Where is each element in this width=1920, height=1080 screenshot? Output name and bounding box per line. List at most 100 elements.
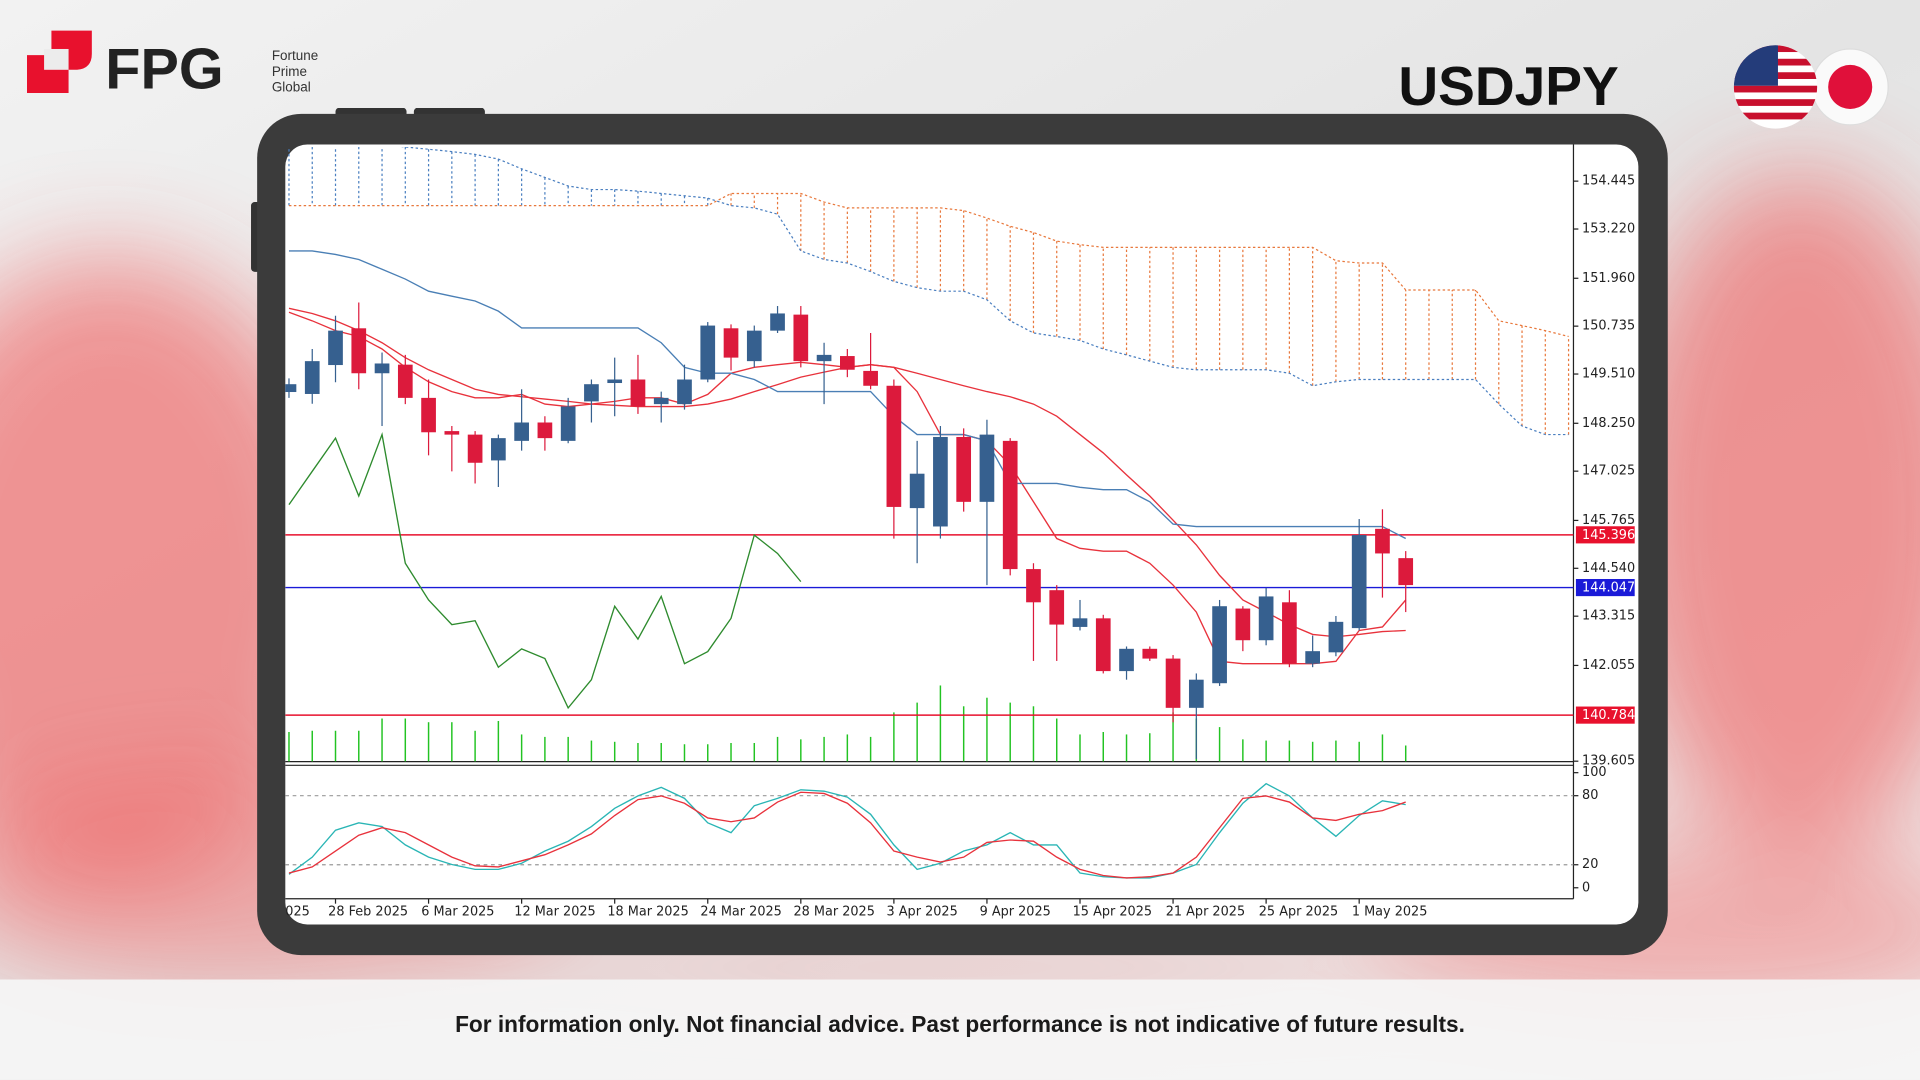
y-tick-label: 148.250 — [1582, 416, 1635, 431]
y-tick-label: 143.315 — [1582, 609, 1635, 624]
candle-body — [793, 314, 809, 362]
logo-sub: Prime — [272, 64, 307, 79]
y-tick-label: 80 — [1582, 788, 1598, 803]
stochastic-pane — [285, 782, 1574, 879]
y-tick-label: 145.765 — [1582, 513, 1635, 528]
x-tick-label: 28 Feb 2025 — [328, 905, 408, 920]
candle-body — [746, 330, 762, 362]
candle-body — [1072, 618, 1088, 627]
span-a-line — [399, 146, 1569, 436]
candle-body — [677, 379, 692, 405]
candle-body — [630, 379, 646, 407]
price-tag-label: 145.396 — [1582, 528, 1635, 543]
candle-body — [1305, 651, 1320, 664]
y-tick-label: 150.735 — [1582, 319, 1635, 334]
candle-body — [560, 406, 576, 441]
flag-japan — [1811, 48, 1889, 126]
candle-body — [723, 328, 739, 358]
y-tick-label: 139.605 — [1582, 754, 1635, 769]
candle-body — [421, 397, 436, 433]
stochastic-line — [288, 782, 1406, 879]
candle-body — [491, 438, 506, 461]
y-tick-label: 0 — [1582, 880, 1590, 895]
x-tick-label: 24 Mar 2025 — [700, 905, 781, 920]
price-tag — [1575, 706, 1635, 724]
candle-body — [1002, 440, 1018, 570]
candle-body — [584, 384, 599, 402]
candle-body — [397, 364, 413, 398]
y-tick-label: 154.445 — [1582, 174, 1635, 189]
candle-body — [886, 385, 902, 507]
candle-body — [328, 330, 343, 366]
candle-body — [700, 325, 716, 380]
candle-body — [1328, 621, 1344, 653]
y-tick-label: 144.540 — [1582, 561, 1635, 576]
x-tick-label: 6 Mar 2025 — [421, 905, 494, 920]
x-tick-label: 18 Mar 2025 — [607, 905, 688, 920]
candle-body — [863, 370, 878, 386]
y-tick-label: 153.220 — [1582, 222, 1635, 237]
candle-body — [1188, 679, 1204, 708]
candle-body — [1235, 608, 1251, 641]
candle-body — [1095, 618, 1111, 672]
logo-cutout — [44, 48, 69, 70]
stochastic-line — [288, 791, 1406, 879]
candle-body — [1398, 558, 1414, 586]
footer-band — [0, 979, 1920, 1080]
y-tick-label: 149.510 — [1582, 367, 1635, 382]
candle-body — [770, 313, 785, 331]
candle-body — [1282, 602, 1297, 664]
candle-body — [1049, 590, 1065, 625]
x-tick-label: 15 Apr 2025 — [1073, 905, 1152, 920]
candle-body — [285, 384, 297, 393]
price-tag-label: 140.784 — [1582, 708, 1635, 723]
x-tick-label: 3 Apr 2025 — [887, 905, 958, 920]
y-tick-label: 142.055 — [1582, 658, 1635, 673]
candle-body — [1119, 648, 1134, 672]
price-tag — [1575, 526, 1635, 544]
logo-text: FPG — [105, 38, 223, 102]
x-tick-label: 28 Mar 2025 — [793, 905, 874, 920]
candle-body — [653, 397, 669, 405]
candle-body — [1212, 606, 1227, 684]
y-tick-label: 100 — [1582, 765, 1607, 780]
candle-body — [467, 434, 483, 463]
x-tick-label: 1 May 2025 — [1352, 905, 1428, 920]
y-tick-label: 151.960 — [1582, 271, 1635, 286]
candle-body — [1375, 528, 1390, 554]
candle-body — [933, 436, 948, 527]
x-tick-label: 025 — [285, 905, 310, 920]
candle-body — [840, 356, 855, 370]
y-tick-label: 147.025 — [1582, 464, 1635, 479]
x-tick-label: 21 Apr 2025 — [1166, 905, 1245, 920]
disclaimer: For information only. Not financial advi… — [455, 1011, 1465, 1037]
candle-body — [607, 379, 623, 384]
flag-us — [1733, 45, 1818, 129]
x-tick-label: 25 Apr 2025 — [1259, 905, 1338, 920]
candle-body — [816, 354, 832, 362]
candle-body — [1026, 569, 1041, 603]
candle-body — [304, 361, 320, 394]
candle-body — [956, 436, 972, 502]
candle-body — [351, 328, 367, 374]
candle-body — [444, 431, 460, 435]
candle-body — [537, 422, 553, 439]
x-tick-label: 12 Mar 2025 — [514, 905, 595, 920]
candle-body — [514, 422, 529, 441]
main-pane — [285, 146, 1574, 762]
price-tag — [1575, 578, 1635, 597]
candle-body — [909, 473, 925, 509]
candle-body — [1258, 596, 1274, 641]
x-tick-label: 9 Apr 2025 — [980, 905, 1051, 920]
logo-sub: Global — [272, 80, 311, 95]
symbol-title: USDJPY — [1398, 55, 1618, 117]
candle-body — [979, 434, 995, 502]
chikou-line — [288, 432, 802, 710]
candle-body — [1351, 535, 1367, 629]
candle-body — [374, 363, 390, 374]
candle-body — [1165, 658, 1181, 708]
price-tag-label: 144.047 — [1582, 581, 1635, 596]
